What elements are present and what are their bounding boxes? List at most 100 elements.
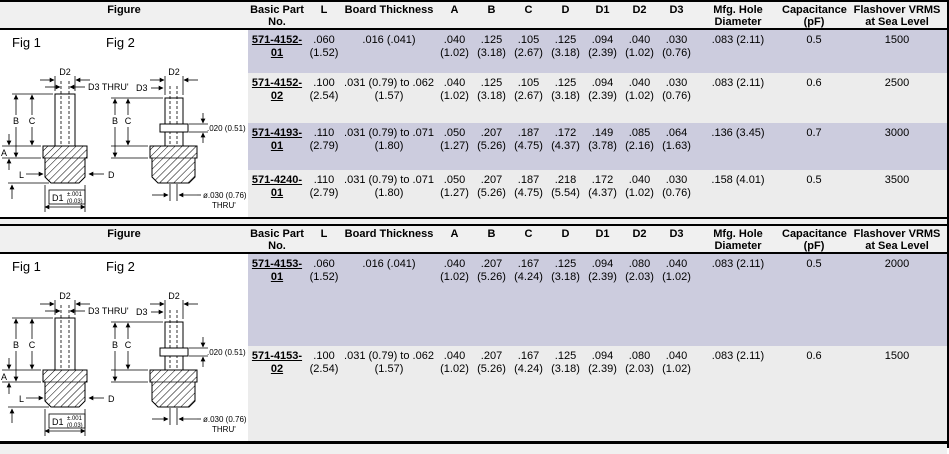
cell-d: .172 (4.37) bbox=[547, 123, 584, 170]
cell-c: .187 (4.75) bbox=[510, 169, 547, 218]
fig1-label: Fig 1 bbox=[12, 35, 41, 50]
dim-a-label: A bbox=[1, 372, 7, 382]
cell-d1: .094 (2.39) bbox=[584, 253, 621, 347]
cell-hole: .083 (2.11) bbox=[695, 73, 781, 124]
next-table-strip bbox=[0, 443, 947, 454]
dim-b-label: B bbox=[112, 116, 118, 126]
fig2-post bbox=[164, 97, 184, 147]
cell-a: .050 (1.27) bbox=[436, 123, 473, 170]
figure-drawing: Fig 1 Fig 2 D2 bbox=[1, 259, 247, 436]
cell-hole: .083 (2.11) bbox=[695, 29, 781, 74]
table-row: 571-4152-02 .100 (2.54) .031 (0.79) to .… bbox=[0, 73, 947, 124]
cell-flashover: 1500 bbox=[847, 29, 947, 74]
fig2-body bbox=[149, 369, 198, 408]
cell-hole: .136 (3.45) bbox=[695, 123, 781, 170]
cell-b: .207 (5.26) bbox=[473, 346, 510, 442]
cell-d: .218 (5.54) bbox=[547, 169, 584, 218]
cell-l: .100 (2.54) bbox=[306, 346, 342, 442]
dim-hole-thru-label: THRU' bbox=[212, 201, 236, 210]
cell-b: .125 (3.18) bbox=[473, 73, 510, 124]
dim-d1-label: D1 bbox=[52, 193, 64, 203]
cell-d1: .094 (2.39) bbox=[584, 346, 621, 442]
col-header-d: D bbox=[547, 225, 584, 254]
dim-a-label: A bbox=[1, 148, 7, 158]
cell-l: .100 (2.54) bbox=[306, 73, 342, 124]
cell-l: .060 (1.52) bbox=[306, 253, 342, 347]
part-cell: 571-4153-02 bbox=[248, 346, 306, 442]
figure-drawing: Fig 1 Fig 2 D2 bbox=[1, 35, 247, 212]
fig2-post bbox=[164, 321, 184, 371]
dim-d2-label: D2 bbox=[168, 291, 180, 301]
cell-d3: .030 (0.76) bbox=[658, 29, 695, 74]
cell-board: .031 (0.79) to .071 (1.80) bbox=[342, 169, 436, 218]
cell-a: .040 (1.02) bbox=[436, 346, 473, 442]
cell-c: .105 (2.67) bbox=[510, 73, 547, 124]
dim-d3-label: D3 bbox=[136, 83, 148, 93]
col-header-d3: D3 bbox=[658, 1, 695, 30]
col-header-l: L bbox=[306, 225, 342, 254]
cell-board: .031 (0.79) to .062 (1.57) bbox=[342, 346, 436, 442]
dim-l-label: L bbox=[19, 170, 24, 180]
cell-d2: .040 (1.02) bbox=[621, 169, 658, 218]
figure-cell: Fig 1 Fig 2 D2 bbox=[0, 29, 248, 218]
cell-b: .207 (5.26) bbox=[473, 169, 510, 218]
cell-d2: .040 (1.02) bbox=[621, 73, 658, 124]
dim-d3-thru-label: D3 THRU' bbox=[88, 306, 129, 316]
lower-spec-table: Figure Basic Part No. L Board Thickness … bbox=[0, 224, 947, 443]
cell-flashover: 2000 bbox=[847, 253, 947, 347]
col-header-b: B bbox=[473, 225, 510, 254]
part-number-link[interactable]: 571-4152-01 bbox=[251, 34, 303, 59]
cell-d1: .172 (4.37) bbox=[584, 169, 621, 218]
col-header-b: B bbox=[473, 1, 510, 30]
cell-l: .110 (2.79) bbox=[306, 169, 342, 218]
cell-d1: .094 (2.39) bbox=[584, 29, 621, 74]
dim-d1-label: D1 bbox=[52, 417, 64, 427]
fig1-label: Fig 1 bbox=[12, 259, 41, 274]
cell-d3: .030 (0.76) bbox=[658, 169, 695, 218]
dim-b-label: B bbox=[13, 340, 19, 350]
dim-collar-label: .020 (0.51) bbox=[207, 124, 246, 133]
dim-l-label: L bbox=[19, 394, 24, 404]
part-number-link[interactable]: 571-4153-02 bbox=[251, 350, 303, 376]
table-row: 571-4153-02 .100 (2.54) .031 (0.79) to .… bbox=[0, 346, 947, 442]
cell-flashover: 3500 bbox=[847, 169, 947, 218]
dim-c-label: C bbox=[29, 116, 36, 126]
dim-hole-label: ø.030 (0.76) bbox=[203, 191, 247, 200]
cell-d1: .094 (2.39) bbox=[584, 73, 621, 124]
table-row: 571-4193-01 .110 (2.79) .031 (0.79) to .… bbox=[0, 123, 947, 170]
dim-d2-label: D2 bbox=[59, 67, 71, 77]
dim-d-label: D bbox=[108, 170, 115, 180]
dim-d2-label: D2 bbox=[59, 291, 71, 301]
dim-d3-thru-label: D3 THRU' bbox=[88, 82, 129, 92]
col-header-d2: D2 bbox=[621, 225, 658, 254]
cell-d1: .149 (3.78) bbox=[584, 123, 621, 170]
dim-b-label: B bbox=[112, 340, 118, 350]
cell-capacitance: 0.5 bbox=[781, 29, 847, 74]
dim-c-label: C bbox=[125, 116, 132, 126]
part-number-link[interactable]: 571-4240-01 bbox=[251, 173, 303, 199]
col-header-flashover: Flashover VRMS at Sea Level bbox=[847, 1, 947, 30]
part-number-link[interactable]: 571-4152-02 bbox=[251, 77, 303, 103]
col-header-part: Basic Part No. bbox=[248, 225, 306, 254]
part-number-link[interactable]: 571-4193-01 bbox=[251, 127, 303, 153]
cell-hole: .158 (4.01) bbox=[695, 169, 781, 218]
cell-d: .125 (3.18) bbox=[547, 29, 584, 74]
part-cell: 571-4152-02 bbox=[248, 73, 306, 124]
dim-c-label: C bbox=[125, 340, 132, 350]
header-row: Figure Basic Part No. L Board Thickness … bbox=[0, 225, 947, 254]
cell-d2: .085 (2.16) bbox=[621, 123, 658, 170]
part-number-link[interactable]: 571-4153-01 bbox=[251, 258, 303, 283]
col-header-d1: D1 bbox=[584, 1, 621, 30]
cell-d3: .064 (1.63) bbox=[658, 123, 695, 170]
col-header-board: Board Thickness bbox=[342, 1, 436, 30]
cell-flashover: 3000 bbox=[847, 123, 947, 170]
cell-capacitance: 0.5 bbox=[781, 169, 847, 218]
fig1-post bbox=[54, 93, 76, 147]
col-header-figure: Figure bbox=[0, 225, 248, 254]
cell-capacitance: 0.7 bbox=[781, 123, 847, 170]
dim-d-label: D bbox=[108, 394, 115, 404]
col-header-l: L bbox=[306, 1, 342, 30]
part-cell: 571-4152-01 bbox=[248, 29, 306, 74]
dim-d1-tol-lower: (0.03) bbox=[67, 423, 83, 429]
cell-capacitance: 0.5 bbox=[781, 253, 847, 347]
